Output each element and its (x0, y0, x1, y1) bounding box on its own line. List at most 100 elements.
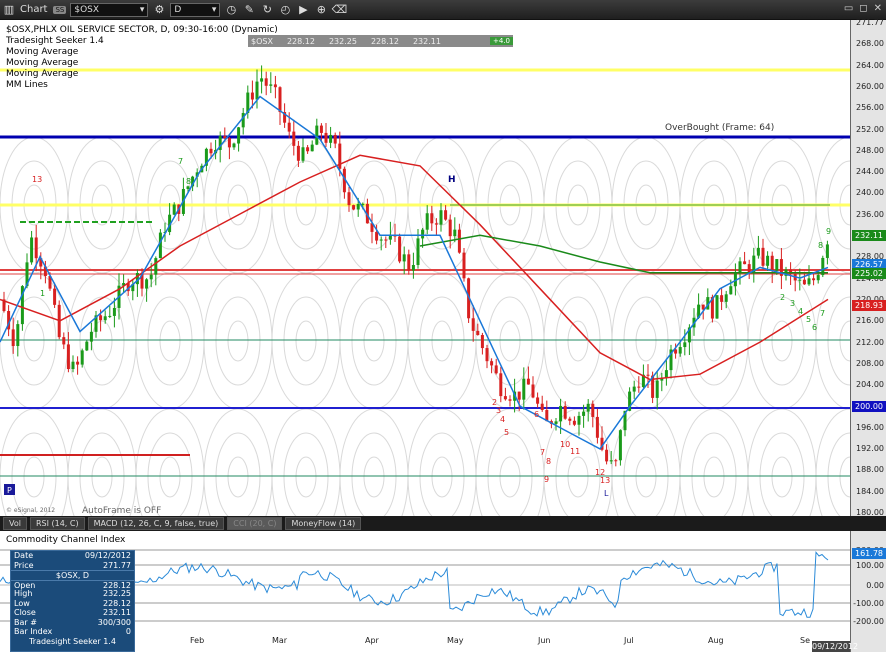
candle-body (11, 329, 15, 347)
candle-body (559, 405, 563, 422)
candle-body (812, 278, 816, 281)
refresh-icon[interactable]: ↻ (262, 3, 272, 16)
candle-body (76, 361, 80, 365)
candle-body (310, 144, 314, 152)
candle-body (655, 380, 659, 398)
candle-body (135, 272, 139, 285)
candle-body (526, 378, 530, 385)
cci-value-tag: 161.78 (852, 548, 886, 559)
candle-body (480, 334, 484, 349)
seeker-count: 12 (595, 468, 605, 477)
chevron-down-icon[interactable]: ▾ (211, 4, 217, 15)
candle-body (296, 145, 300, 161)
candle-body (453, 229, 457, 237)
seeker-count: 7 (178, 157, 183, 166)
candle-body (457, 229, 461, 253)
data-row-date: Date 09/12/2012 (14, 551, 131, 560)
seeker-count: 5 (504, 428, 509, 437)
month-label: Apr (365, 636, 379, 645)
candle-body (595, 416, 599, 438)
candle-body (407, 254, 411, 271)
candle-body (421, 229, 425, 239)
data-row-close: Close 232.11 (14, 608, 131, 617)
price-tick: 248.00 (856, 145, 884, 155)
candle-body (25, 262, 29, 287)
candle-body (605, 449, 609, 462)
symbol-input[interactable]: $OSX ▾ (70, 2, 149, 17)
candle-body (761, 247, 765, 266)
candle-body (306, 147, 310, 152)
candle-body (195, 172, 199, 177)
candle-body (246, 92, 250, 113)
candle-body (34, 237, 38, 259)
price-tick: 188.00 (856, 465, 884, 475)
candle-body (637, 386, 641, 388)
seeker-count: 13 (32, 175, 42, 184)
month-label: Feb (190, 636, 205, 645)
play-icon[interactable]: ▶ (299, 3, 308, 16)
candle-body (536, 397, 540, 404)
candle-body (600, 437, 604, 450)
candle-body (632, 386, 636, 392)
candle-body (375, 231, 379, 241)
candle-body (821, 257, 825, 276)
data-window[interactable]: Date 09/12/2012 Price 271.77 $OSX, D Open 2… (10, 550, 135, 652)
tab-moneyflow[interactable]: MoneyFlow (14) (285, 517, 362, 530)
candle-body (411, 264, 415, 271)
replay-icon[interactable]: ◴ (280, 3, 291, 16)
maximize-icon[interactable]: ◻ (859, 3, 868, 14)
price-tag-ma1: 226.57 (852, 259, 886, 271)
price-chart[interactable]: 13 7 8 1 2 3 4 5 6 7 8 9 10 11 12 13 2 3 4 5 6 7 8 9 L OverBough… (0, 20, 886, 516)
candle-body (250, 92, 254, 100)
price-tag-ma2: 225.02 (852, 267, 886, 279)
price-axis[interactable]: 271.77 268.00 264.00 260.00 256.00 252.00 248.… (850, 18, 886, 517)
seeker-count: 10 (560, 440, 570, 449)
candle-body (664, 370, 668, 379)
candle-body (651, 375, 655, 398)
candle-body (301, 147, 305, 161)
seeker-count: 9 (826, 227, 831, 236)
candle-body (752, 255, 756, 273)
study-label: Moving Average (6, 69, 79, 79)
minimize-icon[interactable]: ▭ (843, 3, 854, 14)
interval-input[interactable]: D ▾ (170, 2, 221, 17)
candle-body (618, 430, 622, 461)
grid-icon[interactable]: ⊕ (316, 3, 326, 16)
candle-body (563, 405, 567, 419)
link-settings-icon[interactable]: ⚙ (154, 3, 165, 16)
quote-symbol: $OSX (251, 36, 273, 46)
symbol-value: $OSX (74, 4, 100, 15)
tab-rsi[interactable]: RSI (14, C) (29, 517, 85, 530)
seeker-count: 4 (500, 415, 505, 424)
candle-body (724, 294, 728, 302)
tab-macd[interactable]: MACD (12, 26, C, 9, false, true) (87, 517, 225, 530)
candle-body (614, 460, 618, 462)
candle-body (154, 258, 158, 275)
chevron-down-icon[interactable]: ▾ (139, 4, 145, 15)
close-icon[interactable]: ✕ (873, 3, 882, 14)
seeker-count: 8 (818, 241, 823, 250)
study-label: MM Lines (6, 80, 48, 90)
seeker-count: 13 (600, 476, 610, 485)
price-tick: 256.00 (856, 103, 884, 113)
seeker-count: 5 (806, 315, 811, 324)
tab-vol[interactable]: Vol (3, 517, 27, 530)
candle-body (283, 112, 287, 123)
quote-open: 228.12 (286, 36, 315, 46)
cci-canvas[interactable] (0, 531, 850, 652)
candle-body (641, 374, 645, 388)
cci-pane[interactable]: Commodity Channel Index (0, 531, 850, 652)
candle-body (145, 279, 149, 289)
eraser-icon[interactable]: ⌫ (331, 3, 348, 16)
data-row-high: High 232.25 (14, 589, 131, 598)
candle-body (209, 148, 213, 154)
tab-cci[interactable]: CCI (20, C) (227, 517, 283, 530)
candle-body (126, 283, 130, 292)
clock-icon[interactable]: ◷ (226, 3, 237, 16)
candle-body (448, 219, 452, 237)
candle-body (227, 138, 231, 148)
pencil-icon[interactable]: ✎ (244, 3, 254, 16)
candle-body (39, 258, 43, 267)
